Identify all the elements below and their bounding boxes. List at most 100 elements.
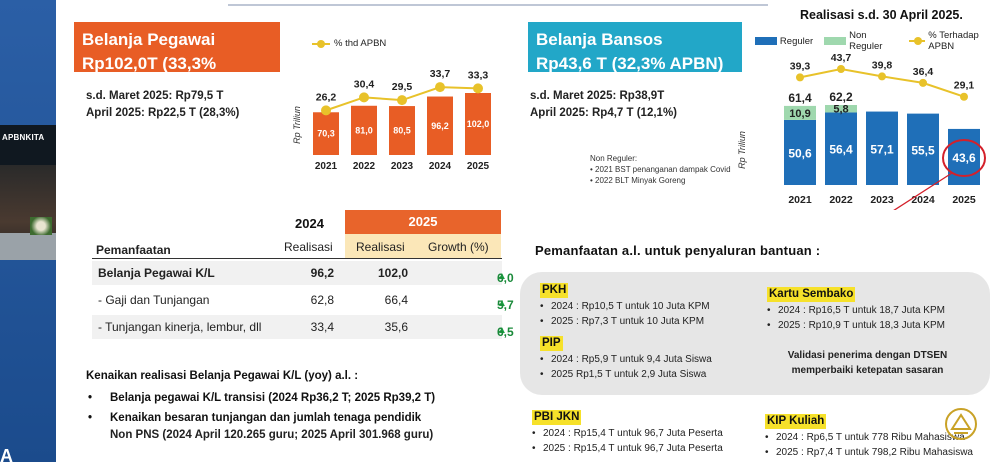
line-value-label: 29,5 xyxy=(392,81,413,93)
bar-2024 xyxy=(427,96,453,155)
line-value-label: 29,1 xyxy=(954,80,975,92)
line-point xyxy=(878,72,886,81)
program-title: PIP xyxy=(540,336,563,351)
bansos-chart: Rp Triliun 50,6 10,9 61,4 2021 56,4 5,862,2 202… xyxy=(737,52,986,210)
line-point xyxy=(435,82,445,93)
bar-reguler-2023 xyxy=(866,111,898,185)
highlight-circle xyxy=(942,139,986,177)
line-point xyxy=(796,73,804,82)
line-point xyxy=(397,95,407,106)
nonreg-note-item: • 2022 BLT Minyak Goreng xyxy=(590,176,686,185)
bar-nonreguler-2022 xyxy=(825,105,857,113)
x-tick-label: 2022 xyxy=(353,161,376,172)
bansos-note-line2: April 2025: Rp4,7 T (12,1%) xyxy=(530,107,677,119)
legend-line-label: % thd APBN xyxy=(334,38,387,49)
pegawai-chart: Rp Triliun 70,3 2021 81,0 2022 80,5 2023 96,2 20… xyxy=(292,68,491,172)
table-row: - Tunjangan kinerja, lembur, dll 33,4 35… xyxy=(92,315,514,339)
row-label: - Gaji dan Tunjangan xyxy=(98,293,210,307)
row-bg xyxy=(92,315,502,339)
title-line2: Rp102,0T (33,3% APBN) xyxy=(82,54,217,97)
x-tick-label: 2025 xyxy=(467,161,490,172)
col-realisasi-2024: Realisasi xyxy=(284,240,333,254)
col-growth: Growth (%) xyxy=(428,240,489,254)
bar-nonreguler-label: 5,8 xyxy=(833,104,848,116)
bar-value-label: 81,0 xyxy=(355,125,373,135)
bullet-item: Kenaikan besaran tunjangan dan jumlah te… xyxy=(88,410,421,427)
table-row: Belanja Pegawai K/L 96,2 102,0 ▲ 6,0 xyxy=(92,261,514,285)
bansos-legend: Reguler Non Reguler % Terhadap APBN xyxy=(755,30,1000,52)
bar-value-label: 80,5 xyxy=(393,126,411,136)
line-point xyxy=(960,92,968,101)
line-point xyxy=(321,105,331,116)
growth-value: 6,0 xyxy=(497,271,514,285)
program-item: 2025 : Rp10,9 T untuk 18,3 Juta KPM xyxy=(767,318,945,333)
x-tick-label: 2021 xyxy=(315,161,338,172)
bar-total-label: 61,4 xyxy=(788,91,812,105)
x-tick-label: 2024 xyxy=(429,161,452,172)
growth-value: 5,7 xyxy=(497,298,514,312)
x-tick-label: 2021 xyxy=(788,194,812,206)
program-pkh: PKH 2024 : Rp10,5 T untuk 10 Juta KPM 20… xyxy=(540,283,710,329)
bar-reguler-label: 43,6 xyxy=(952,151,976,165)
video-inset: APBNKITA xyxy=(0,125,56,260)
legend-reguler-swatch xyxy=(755,37,777,45)
pemanfaatan-title: Pemanfaatan a.l. untuk penyaluran bantua… xyxy=(535,243,821,258)
program-item: 2025 Rp1,5 T untuk 2,9 Juta Siswa xyxy=(540,367,712,382)
table-year-2024: 2024 xyxy=(295,216,324,231)
program-title: PBI JKN xyxy=(532,410,582,425)
line-point xyxy=(837,65,845,73)
bar-2022 xyxy=(351,105,377,155)
overlay-letter: A xyxy=(0,446,13,462)
nonreguler-note: Non Reguler: • 2021 BST penanganan dampa… xyxy=(590,153,731,186)
x-tick-label: 2023 xyxy=(391,161,414,172)
program-sembako: Kartu Sembako 2024 : Rp16,5 T untuk 18,7… xyxy=(767,287,945,333)
ministry-crest-icon xyxy=(945,408,977,440)
realisasi-date: Realisasi s.d. 30 April 2025. xyxy=(800,8,963,22)
legend-line-label: % Terhadap APBN xyxy=(928,30,979,52)
bar-reguler-label: 55,5 xyxy=(911,143,935,157)
kenaikan-title: Kenaikan realisasi Belanja Pegawai K/L (… xyxy=(86,370,359,382)
bar-value-label: 96,2 xyxy=(431,121,449,131)
line-point xyxy=(359,92,369,103)
program-title: KIP Kuliah xyxy=(765,414,827,429)
line-point xyxy=(473,83,483,94)
desk xyxy=(0,233,56,260)
up-triangle-icon: ▲ xyxy=(497,298,507,309)
bar-reguler-2021 xyxy=(784,119,816,185)
table-head-highlight xyxy=(345,234,501,258)
pegawai-note-line1: s.d. Maret 2025: Rp79,5 T xyxy=(86,90,224,102)
bar-2025 xyxy=(465,93,491,155)
row-2025: 102,0 xyxy=(377,266,408,280)
row-bg xyxy=(92,261,502,285)
x-tick-label: 2024 xyxy=(911,194,935,206)
program-item: 2025 : Rp7,3 T untuk 10 Juta KPM xyxy=(540,314,710,329)
row-2025: 66,4 xyxy=(384,293,408,307)
line-point xyxy=(919,78,927,87)
ticker-logo: APBNKITA xyxy=(2,133,45,142)
line-value-label: 33,7 xyxy=(430,68,451,80)
top-divider xyxy=(228,4,768,6)
line-value-label: 39,3 xyxy=(790,60,811,72)
bullet-continuation: Non PNS (2024 April 120.265 guru; 2025 A… xyxy=(110,429,434,441)
bar-reguler-label: 56,4 xyxy=(829,143,853,157)
bar-reguler-2024 xyxy=(907,113,939,185)
bar-reguler-label: 57,1 xyxy=(870,142,894,156)
program-item: 2024 : Rp15,4 T untuk 96,7 Juta Peserta xyxy=(532,426,723,441)
program-item: 2024 : Rp6,5 T untuk 778 Ribu Mahasiswa xyxy=(765,430,973,445)
program-item: 2024 : Rp5,9 T untuk 9,4 Juta Siswa xyxy=(540,352,712,367)
program-item: 2024 : Rp10,5 T untuk 10 Juta KPM xyxy=(540,299,710,314)
bar-nonreguler-2021 xyxy=(784,105,816,120)
line-value-label: 39,8 xyxy=(872,59,893,71)
program-title: Kartu Sembako xyxy=(767,287,856,302)
validasi-note: Validasi penerima dengan DTSEN memperbai… xyxy=(787,350,948,376)
program-item: 2025 : Rp7,4 T untuk 798,2 Ribu Mahasisw… xyxy=(765,445,973,460)
bar-reguler-label: 50,6 xyxy=(788,146,812,160)
program-pbi-jkn: PBI JKN 2024 : Rp15,4 T untuk 96,7 Juta … xyxy=(532,410,723,456)
bar-2023 xyxy=(389,106,415,155)
table-year-2025: 2025 xyxy=(345,210,501,234)
bansos-note-line1: s.d. Maret 2025: Rp38,9T xyxy=(530,90,665,102)
legend-nonreg-swatch xyxy=(824,37,847,45)
bansos-note: s.d. Maret 2025: Rp38,9T April 2025: Rp4… xyxy=(530,88,677,122)
row-2024: 96,2 xyxy=(310,266,334,280)
